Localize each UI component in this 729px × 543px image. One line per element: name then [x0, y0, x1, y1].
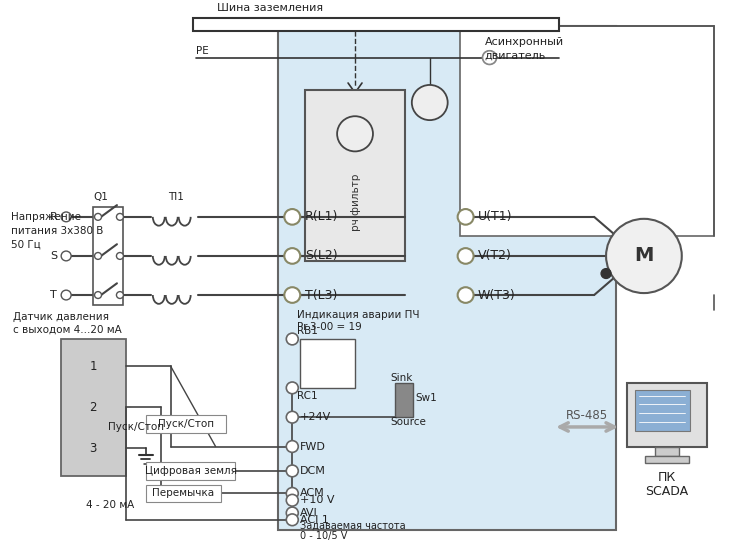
Circle shape: [458, 287, 474, 303]
Circle shape: [337, 116, 373, 151]
Text: с выходом 4...20 мА: с выходом 4...20 мА: [13, 324, 122, 334]
Bar: [645, 456, 689, 463]
Circle shape: [286, 494, 298, 506]
Circle shape: [284, 248, 300, 264]
Circle shape: [286, 440, 298, 452]
Text: питания 3х380 В: питания 3х380 В: [12, 225, 104, 236]
Text: ACM: ACM: [300, 488, 325, 498]
Text: Датчик давления: Датчик давления: [13, 312, 109, 321]
Circle shape: [286, 412, 298, 423]
Text: R: R: [50, 212, 57, 222]
Circle shape: [601, 269, 611, 279]
Bar: [627, 383, 706, 446]
Text: +10 V: +10 V: [300, 495, 335, 505]
Text: AVI: AVI: [300, 508, 318, 518]
Text: S: S: [50, 251, 57, 261]
Text: 0 - 10/5 V: 0 - 10/5 V: [300, 532, 348, 541]
Circle shape: [412, 85, 448, 120]
Text: рч фильтр: рч фильтр: [351, 174, 361, 231]
Circle shape: [95, 252, 101, 260]
Text: Пуск/Стоп: Пуск/Стоп: [108, 422, 164, 432]
Text: FWD: FWD: [300, 441, 326, 451]
Circle shape: [458, 248, 474, 264]
Bar: [146, 484, 221, 502]
Text: Напряжение: Напряжение: [12, 212, 82, 222]
Text: Цифровая земля: Цифровая земля: [144, 466, 237, 476]
Circle shape: [117, 213, 123, 220]
Text: Перемычка: Перемычка: [152, 488, 214, 498]
Text: U(T1): U(T1): [477, 210, 512, 223]
Bar: [305, 90, 405, 261]
Text: ACI 1: ACI 1: [300, 515, 329, 525]
Bar: [61, 339, 126, 476]
Bar: [395, 383, 413, 417]
Bar: [146, 462, 235, 479]
Text: 1: 1: [89, 360, 97, 373]
Text: W(T3): W(T3): [477, 288, 515, 301]
Text: двигатель: двигатель: [485, 50, 546, 61]
Circle shape: [284, 287, 300, 303]
Circle shape: [483, 50, 496, 65]
Text: PE: PE: [195, 46, 208, 55]
Text: RS-485: RS-485: [566, 409, 608, 422]
Text: Pr.3-00 = 19: Pr.3-00 = 19: [297, 323, 362, 332]
Text: 3: 3: [90, 442, 97, 455]
Text: Q1: Q1: [93, 192, 109, 203]
Circle shape: [606, 219, 682, 293]
Bar: [192, 17, 559, 31]
Bar: [93, 207, 123, 305]
Text: M: M: [634, 247, 654, 266]
Text: S(L2): S(L2): [305, 249, 338, 262]
Text: Индикация аварии ПЧ: Индикация аварии ПЧ: [297, 310, 420, 320]
Bar: [300, 339, 355, 388]
Text: Пуск/Стоп: Пуск/Стоп: [157, 419, 214, 429]
Text: ПК: ПК: [658, 471, 676, 484]
Text: Sink: Sink: [390, 373, 413, 383]
Text: Задаваемая частота: Задаваемая частота: [300, 521, 406, 531]
Text: Шина заземления: Шина заземления: [217, 3, 324, 12]
Text: DCM: DCM: [300, 466, 326, 476]
Circle shape: [117, 292, 123, 299]
Circle shape: [61, 290, 71, 300]
Text: 4 - 20 мА: 4 - 20 мА: [86, 500, 134, 510]
Text: Tl1: Tl1: [168, 192, 184, 203]
Circle shape: [117, 252, 123, 260]
Circle shape: [95, 213, 101, 220]
Circle shape: [483, 50, 496, 65]
Text: Source: Source: [390, 417, 426, 427]
Circle shape: [458, 209, 474, 225]
Circle shape: [61, 212, 71, 222]
Circle shape: [286, 465, 298, 477]
Bar: [460, 26, 714, 236]
Text: RB1: RB1: [297, 326, 318, 336]
Text: V(T2): V(T2): [477, 249, 512, 262]
Circle shape: [95, 292, 101, 299]
Text: +24V: +24V: [300, 412, 332, 422]
Bar: [635, 390, 690, 431]
Circle shape: [286, 507, 298, 519]
Text: R(L1): R(L1): [305, 210, 338, 223]
Text: Sw1: Sw1: [416, 393, 437, 403]
Circle shape: [284, 209, 300, 225]
Text: Асинхронный: Асинхронный: [485, 37, 564, 47]
Circle shape: [286, 333, 298, 345]
Text: RC1: RC1: [297, 391, 318, 401]
Bar: [655, 446, 679, 456]
Circle shape: [286, 488, 298, 499]
Bar: [146, 415, 225, 433]
Text: T: T: [50, 290, 57, 300]
Text: SCADA: SCADA: [645, 485, 688, 498]
Text: T(L3): T(L3): [305, 288, 338, 301]
Text: 2: 2: [89, 401, 97, 414]
Bar: [278, 26, 616, 529]
Circle shape: [286, 514, 298, 526]
Text: 50 Гц: 50 Гц: [12, 239, 41, 249]
Circle shape: [61, 251, 71, 261]
Circle shape: [286, 382, 298, 394]
